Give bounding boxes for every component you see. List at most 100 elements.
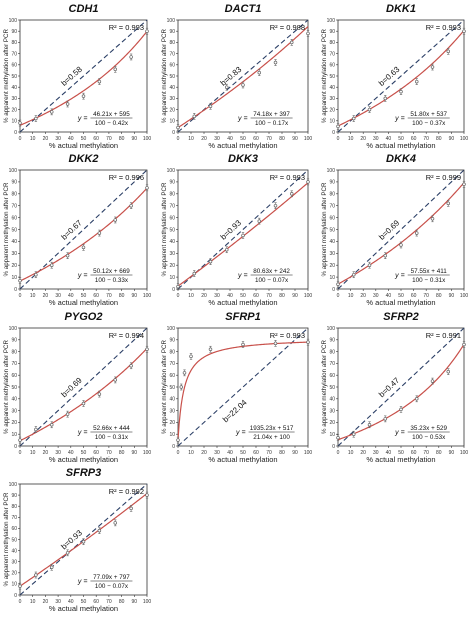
x-tick-label: 90 xyxy=(449,450,455,456)
data-point xyxy=(399,88,403,95)
y-tick-label: 90 xyxy=(169,29,175,35)
formula-numerator: 46.21x + 595 xyxy=(93,111,130,118)
r-squared-label: R² = 0.999 xyxy=(426,173,461,182)
x-tick-label: 10 xyxy=(188,450,194,456)
data-point xyxy=(145,27,149,35)
data-point xyxy=(49,261,54,269)
formula-denominator: 100 − 0.31x xyxy=(412,277,446,284)
y-tick-label: 0 xyxy=(172,287,175,293)
x-tick-label: 40 xyxy=(68,293,74,299)
ideal-line xyxy=(337,327,465,447)
b-label: b=0.67 xyxy=(60,218,85,242)
x-tick-label: 10 xyxy=(30,450,36,456)
x-tick-label: 60 xyxy=(253,136,259,142)
y-tick-label: 80 xyxy=(329,40,335,46)
y-tick-label: 40 xyxy=(11,548,17,554)
y-tick-label: 80 xyxy=(11,40,17,46)
y-tick-label: 90 xyxy=(329,180,335,186)
data-point xyxy=(383,252,388,259)
data-point xyxy=(399,241,403,249)
x-tick-label: 40 xyxy=(386,450,392,456)
data-point xyxy=(336,280,340,288)
x-tick-label: 70 xyxy=(266,293,272,299)
data-point xyxy=(446,368,451,375)
r-squared-label: R² = 0.993 xyxy=(270,173,305,182)
data-point xyxy=(34,426,38,433)
ideal-line xyxy=(177,169,309,290)
data-point xyxy=(129,202,133,209)
data-point xyxy=(18,582,22,590)
y-tick-label: 50 xyxy=(169,74,175,80)
y-tick-label: 50 xyxy=(169,227,175,233)
y-tick-label: 20 xyxy=(329,420,335,426)
x-tick-label: 100 xyxy=(143,599,152,605)
y-axis-label: % apparent methylation after PCR xyxy=(321,340,328,434)
formula-numerator: 77.09x + 797 xyxy=(93,574,130,581)
data-point xyxy=(241,81,245,89)
y-tick-label: 60 xyxy=(11,63,17,69)
x-tick-label: 0 xyxy=(19,293,22,299)
r-squared-label: R² = 0.994 xyxy=(109,331,144,340)
data-point xyxy=(367,261,372,269)
y-tick-label: 20 xyxy=(169,107,175,113)
x-tick-label: 10 xyxy=(30,136,36,142)
x-tick-label: 100 xyxy=(304,450,313,456)
y-tick-label: 30 xyxy=(11,560,17,566)
data-point xyxy=(65,549,70,557)
x-tick-label: 80 xyxy=(436,136,442,142)
y-tick-label: 10 xyxy=(169,275,175,281)
x-tick-label: 0 xyxy=(177,450,180,456)
y-tick-label: 20 xyxy=(329,263,335,269)
y-tick-label: 10 xyxy=(329,119,335,125)
data-point xyxy=(208,102,213,110)
data-point xyxy=(129,505,133,512)
y-tick-label: 70 xyxy=(329,361,335,367)
y-tick-label: 20 xyxy=(169,420,175,426)
y-tick-label: 50 xyxy=(329,74,335,80)
data-point xyxy=(367,106,372,113)
data-point xyxy=(182,369,187,377)
data-point xyxy=(176,436,180,444)
data-point xyxy=(290,39,294,46)
x-tick-label: 90 xyxy=(292,450,298,456)
y-tick-label: 0 xyxy=(14,130,17,136)
x-tick-label: 30 xyxy=(55,293,61,299)
x-tick-label: 20 xyxy=(360,450,366,456)
y-tick-label: 10 xyxy=(169,119,175,125)
formula-prefix: y = xyxy=(77,579,88,586)
x-tick-label: 80 xyxy=(279,293,285,299)
x-tick-label: 60 xyxy=(411,136,417,142)
x-tick-label: 40 xyxy=(68,450,74,456)
formula-prefix: y = xyxy=(237,116,248,123)
y-tick-label: 100 xyxy=(327,326,336,332)
x-axis-label: % actual methylation xyxy=(208,141,277,150)
data-point xyxy=(446,48,451,55)
data-point xyxy=(97,390,102,398)
data-point xyxy=(113,65,117,73)
y-tick-label: 0 xyxy=(14,593,17,599)
data-point xyxy=(97,78,102,85)
x-axis-label: % actual methylation xyxy=(366,455,435,464)
x-tick-label: 60 xyxy=(253,450,259,456)
r-squared-label: R² = 0.992 xyxy=(109,487,144,496)
y-tick-label: 10 xyxy=(329,432,335,438)
y-tick-label: 0 xyxy=(332,130,335,136)
y-tick-label: 50 xyxy=(169,385,175,391)
data-point xyxy=(145,345,149,353)
y-tick-label: 10 xyxy=(11,582,17,588)
data-point xyxy=(430,377,435,385)
chart-dact1: DACT1 00 10 10 20 20 30 30 40 40 50 50 60 60 70 70 80 80 9… xyxy=(161,3,312,150)
y-tick-label: 0 xyxy=(332,444,335,450)
fit-curve xyxy=(19,187,148,282)
x-tick-label: 10 xyxy=(348,293,354,299)
x-tick-label: 0 xyxy=(177,293,180,299)
x-tick-label: 60 xyxy=(93,599,99,605)
data-point xyxy=(129,362,133,370)
x-axis-label: % actual methylation xyxy=(208,455,277,464)
x-tick-label: 20 xyxy=(201,450,207,456)
data-point xyxy=(367,421,372,429)
y-tick-label: 50 xyxy=(11,227,17,233)
data-point xyxy=(129,53,133,61)
y-tick-label: 0 xyxy=(172,130,175,136)
x-tick-label: 100 xyxy=(460,293,469,299)
